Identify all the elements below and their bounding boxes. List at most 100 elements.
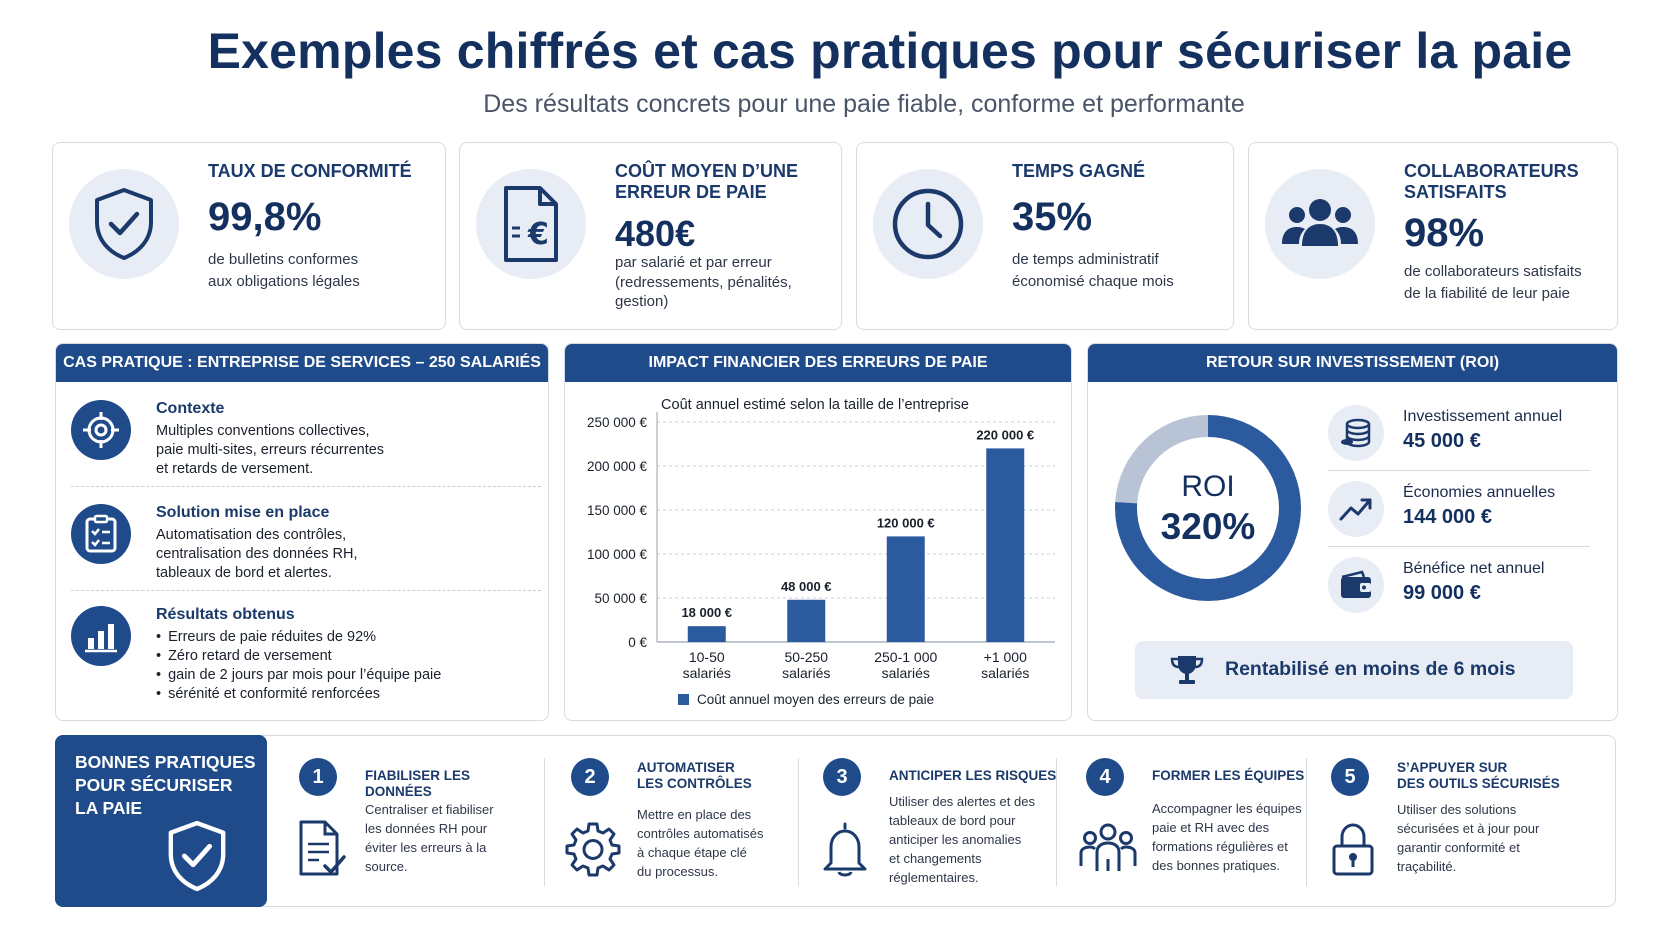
step-description: Centraliser et fiabiliser les données RH… bbox=[365, 800, 533, 876]
step-title-line: DES OUTILS SÉCURISÉS bbox=[1397, 776, 1560, 791]
bar bbox=[787, 599, 826, 642]
roi-icon-circle bbox=[1328, 481, 1384, 537]
kpi-desc-line: (redressements, pénalités, bbox=[615, 273, 792, 291]
step-desc-line: Utiliser des solutions bbox=[1397, 802, 1517, 817]
target-icon bbox=[83, 412, 119, 448]
y-tick-label: 0 € bbox=[628, 635, 647, 650]
case-divider bbox=[71, 590, 541, 591]
x-tick-label: salariés bbox=[683, 665, 731, 681]
page-subtitle: Des résultats concrets pour une paie fia… bbox=[483, 90, 1245, 118]
clock-icon bbox=[892, 188, 964, 260]
bar bbox=[886, 536, 925, 642]
kpi-title-line: COÛT MOYEN D’UNE bbox=[615, 161, 799, 181]
case-icon-circle bbox=[71, 400, 131, 460]
x-tick-label: 10-50 bbox=[689, 649, 725, 665]
step-title: FIABILISER LES DONNÉES bbox=[365, 768, 471, 799]
impact-bar-chart: Coût annuel estimé selon la taille de l’… bbox=[587, 397, 1055, 707]
roi-label: Bénéfice net annuel bbox=[1403, 560, 1545, 577]
kpi-description: de bulletins conformes aux obligations l… bbox=[208, 249, 360, 293]
step-number: 4 bbox=[1086, 758, 1124, 796]
step-title-line: S’APPUYER SUR bbox=[1397, 760, 1508, 775]
step-desc-line: et changements bbox=[889, 851, 982, 866]
roi-icon-circle bbox=[1328, 557, 1384, 613]
step-desc-line: Accompagner les équipes bbox=[1152, 801, 1302, 816]
step-divider bbox=[1056, 758, 1057, 886]
step-desc-line: les données RH pour bbox=[365, 821, 488, 836]
kpi-title: TEMPS GAGNÉ bbox=[1012, 161, 1146, 181]
x-tick-label: 50-250 bbox=[784, 649, 828, 665]
y-tick-label: 50 000 € bbox=[594, 591, 647, 606]
bar-chart-icon bbox=[85, 624, 117, 653]
kpi-icon-circle bbox=[1265, 169, 1375, 279]
case-solution: Solution mise en place Automatisation de… bbox=[71, 504, 541, 584]
bar bbox=[687, 626, 726, 642]
step-title: S’APPUYER SUR DES OUTILS SÉCURISÉS bbox=[1397, 760, 1572, 792]
roi-header: RETOUR SUR INVESTISSEMENT (ROI) bbox=[1088, 344, 1617, 382]
roi-payback-text: Rentabilisé en moins de 6 mois bbox=[1225, 658, 1516, 680]
donut-roi-arc bbox=[1115, 415, 1301, 601]
kpi-value: 99,8% bbox=[208, 195, 322, 239]
kpi-desc-line: aux obligations légales bbox=[208, 273, 360, 290]
case-study-header: CAS PRATIQUE : ENTREPRISE DE SERVICES – … bbox=[56, 344, 548, 382]
kpi-icon-circle bbox=[873, 169, 983, 279]
bar-value-label: 220 000 € bbox=[976, 427, 1034, 442]
step-title: FORMER LES ÉQUIPES bbox=[1152, 768, 1305, 783]
y-tick-label: 150 000 € bbox=[587, 503, 648, 518]
bell-icon bbox=[823, 822, 867, 877]
step-number: 2 bbox=[571, 758, 609, 796]
step-desc-line: éviter les erreurs à la bbox=[365, 840, 487, 855]
roi-value: 99 000 € bbox=[1403, 582, 1481, 604]
case-context: Contexte Multiples conventions collectiv… bbox=[71, 400, 541, 480]
kpi-card-time-saved: TEMPS GAGNÉ 35% de temps administratif é… bbox=[856, 142, 1234, 330]
case-text-line: Multiples conventions collectives, bbox=[156, 423, 370, 439]
step-desc-line: garantir conformité et bbox=[1397, 840, 1520, 855]
y-tick-label: 200 000 € bbox=[587, 459, 648, 474]
step-number: 1 bbox=[299, 758, 337, 796]
best-practices-title-line: LA PAIE bbox=[75, 798, 143, 818]
step-desc-line: source. bbox=[365, 859, 408, 874]
step-description: Mettre en place des contrôles automatisé… bbox=[637, 805, 805, 881]
roi-panel: RETOUR SUR INVESTISSEMENT (ROI) ROI 320%… bbox=[1087, 343, 1618, 721]
trophy-icon bbox=[1170, 656, 1204, 684]
best-practices-header: BONNES PRATIQUES POUR SÉCURISER LA PAIE bbox=[55, 735, 267, 907]
case-bullets: Erreurs de paie réduites de 92% Zéro ret… bbox=[156, 628, 536, 704]
gear-icon bbox=[565, 822, 621, 877]
case-study-panel: CAS PRATIQUE : ENTREPRISE DE SERVICES – … bbox=[55, 343, 549, 721]
kpi-card-error-cost: € COÛT MOYEN D’UNE ERREUR DE PAIE 480€ p… bbox=[459, 142, 842, 330]
bar-value-label: 48 000 € bbox=[781, 579, 832, 594]
kpi-title: COÛT MOYEN D’UNE ERREUR DE PAIE bbox=[615, 161, 798, 203]
step-number: 5 bbox=[1331, 758, 1369, 796]
chart-title: Coût annuel estimé selon la taille de l’… bbox=[661, 397, 969, 413]
roi-divider bbox=[1328, 546, 1590, 547]
kpi-desc-line: par salarié et par erreur bbox=[615, 254, 772, 271]
step-desc-line: Utiliser des alertes et des bbox=[889, 794, 1035, 809]
case-icon-circle bbox=[71, 606, 131, 666]
case-divider bbox=[71, 486, 541, 487]
x-tick-label: 250-1 000 bbox=[874, 649, 937, 665]
x-tick-label: salariés bbox=[981, 665, 1029, 681]
roi-donut-label: ROI bbox=[1181, 470, 1235, 503]
case-title: Contexte bbox=[156, 400, 225, 417]
step-desc-line: des bonnes pratiques. bbox=[1152, 858, 1280, 873]
step-description: Utiliser des alertes et des tableaux de … bbox=[889, 792, 1057, 887]
list-item: gain de 2 jours par mois pour l’équipe p… bbox=[156, 666, 536, 685]
kpi-desc-line: économisé chaque mois bbox=[1012, 273, 1174, 290]
kpi-desc-line: de la fiabilité de leur paie bbox=[1404, 285, 1570, 302]
legend-swatch bbox=[678, 694, 689, 705]
case-text-line: paie multi-sites, erreurs récurrentes bbox=[156, 442, 385, 458]
bar-value-label: 18 000 € bbox=[681, 605, 732, 620]
x-tick-label: salariés bbox=[882, 665, 930, 681]
best-practices-panel: 1 FIABILISER LES DONNÉES Centraliser et … bbox=[55, 735, 1616, 907]
case-text: Multiples conventions collectives, paie … bbox=[156, 422, 536, 479]
step-desc-line: contrôles automatisés bbox=[637, 826, 764, 841]
team-icon bbox=[1282, 199, 1358, 246]
step-desc-line: du processus. bbox=[637, 864, 718, 879]
kpi-card-satisfaction: COLLABORATEURS SATISFAITS 98% de collabo… bbox=[1248, 142, 1618, 330]
roi-label: Investissement annuel bbox=[1403, 408, 1563, 425]
kpi-value: 35% bbox=[1012, 195, 1093, 239]
step-desc-line: paie et RH avec des bbox=[1152, 820, 1270, 835]
roi-value: 144 000 € bbox=[1403, 506, 1492, 528]
svg-text:€: € bbox=[527, 217, 549, 252]
kpi-description: de temps administratif économisé chaque … bbox=[1012, 249, 1174, 293]
step-title-line: AUTOMATISER bbox=[637, 760, 735, 775]
